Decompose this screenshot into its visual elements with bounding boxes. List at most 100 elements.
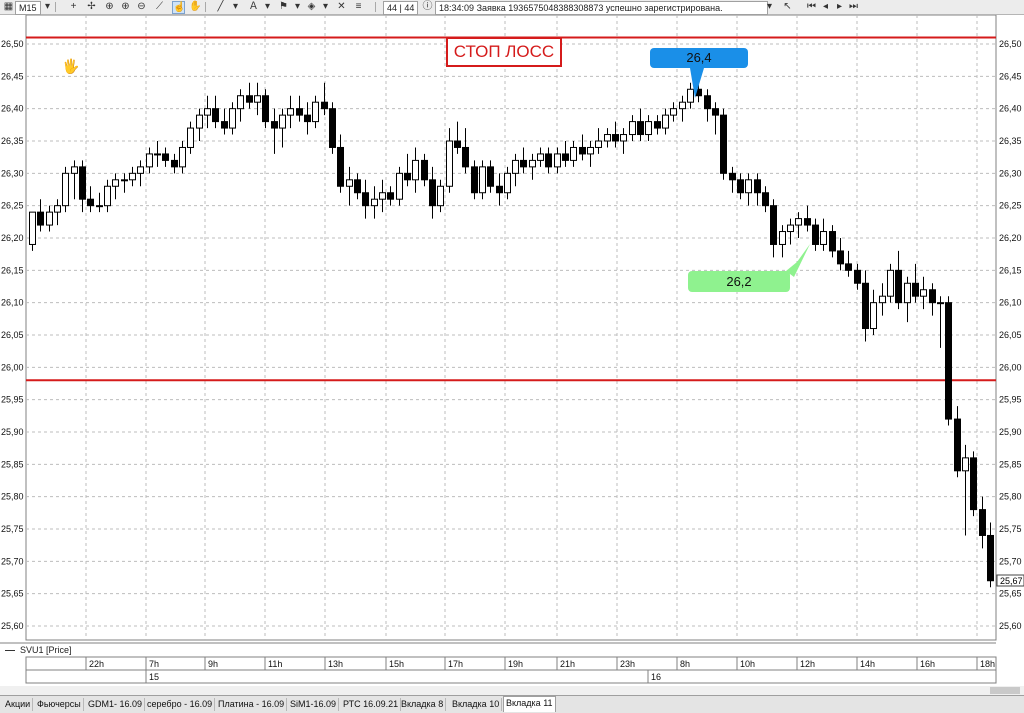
candle[interactable] bbox=[179, 141, 186, 174]
candle[interactable] bbox=[287, 95, 294, 129]
candle[interactable] bbox=[379, 179, 386, 213]
prev-page-icon[interactable]: ◂ bbox=[822, 1, 829, 12]
candle[interactable] bbox=[862, 270, 869, 342]
candle[interactable] bbox=[954, 406, 961, 478]
candle[interactable] bbox=[171, 153, 178, 174]
candle[interactable] bbox=[137, 160, 144, 187]
candle[interactable] bbox=[362, 179, 369, 219]
candle[interactable] bbox=[645, 115, 652, 141]
pointer-icon[interactable]: ☝ bbox=[172, 1, 186, 14]
candle[interactable] bbox=[37, 199, 44, 232]
candle[interactable] bbox=[71, 160, 78, 200]
tab-5[interactable]: Платина - 16.09 bbox=[216, 698, 288, 711]
candle[interactable] bbox=[887, 263, 894, 303]
cursor-icon[interactable]: ↖ bbox=[783, 1, 792, 12]
candle[interactable] bbox=[762, 186, 769, 213]
candle[interactable] bbox=[454, 121, 461, 154]
candle[interactable] bbox=[46, 205, 53, 232]
candle[interactable] bbox=[421, 153, 428, 187]
target-icon[interactable]: ⊕ bbox=[105, 1, 114, 12]
candle[interactable] bbox=[562, 141, 569, 167]
candle[interactable] bbox=[279, 108, 286, 148]
candle[interactable] bbox=[296, 95, 303, 122]
candle[interactable] bbox=[854, 263, 861, 290]
candle[interactable] bbox=[670, 102, 677, 122]
candle[interactable] bbox=[212, 95, 219, 129]
tab-2[interactable]: Фьючерсы bbox=[35, 698, 84, 711]
candle[interactable] bbox=[104, 179, 111, 213]
chevron-down-icon[interactable]: ▾ bbox=[44, 1, 51, 12]
tab-8[interactable]: Вкладка 8 bbox=[399, 698, 447, 711]
candle[interactable] bbox=[620, 128, 627, 154]
candle[interactable] bbox=[812, 218, 819, 251]
candle[interactable] bbox=[637, 108, 644, 141]
candle[interactable] bbox=[462, 128, 469, 174]
candle[interactable] bbox=[87, 186, 94, 213]
shape-icon[interactable]: ◈ bbox=[307, 1, 316, 12]
candle[interactable] bbox=[879, 283, 886, 316]
candle[interactable] bbox=[787, 218, 794, 245]
flag-icon[interactable]: ⚑ bbox=[279, 1, 288, 12]
candle[interactable] bbox=[429, 166, 436, 219]
candle[interactable] bbox=[304, 102, 311, 135]
price-chart[interactable]: 25,60 25,65 25,70 25,75 25,80 25,85 25,90 25,95… bbox=[0, 0, 1024, 695]
candle[interactable] bbox=[487, 160, 494, 193]
candle[interactable] bbox=[146, 147, 153, 174]
candle[interactable] bbox=[79, 160, 86, 213]
candle[interactable] bbox=[404, 153, 411, 187]
candle[interactable] bbox=[221, 108, 228, 135]
candle[interactable] bbox=[770, 199, 777, 258]
candle[interactable] bbox=[804, 205, 811, 232]
text-tool-icon[interactable]: Ａ bbox=[248, 1, 259, 12]
candle[interactable] bbox=[795, 212, 802, 238]
candle[interactable] bbox=[254, 82, 261, 116]
candle[interactable] bbox=[979, 496, 986, 549]
candle[interactable] bbox=[579, 134, 586, 161]
candle[interactable] bbox=[246, 82, 253, 109]
candle[interactable] bbox=[121, 173, 128, 193]
chevron-down-icon[interactable]: ▾ bbox=[294, 1, 301, 12]
tab-4[interactable]: серебро - 16.09 bbox=[145, 698, 216, 711]
scrollbar-thumb[interactable] bbox=[990, 687, 1020, 694]
candle[interactable] bbox=[837, 238, 844, 271]
candle[interactable] bbox=[96, 192, 103, 213]
candle[interactable] bbox=[679, 95, 686, 122]
crosshair-icon[interactable]: + bbox=[70, 1, 77, 12]
candle[interactable] bbox=[629, 115, 636, 141]
candle[interactable] bbox=[154, 141, 161, 167]
line-tool-icon[interactable]: ╱ bbox=[217, 1, 224, 12]
chevron-down-icon[interactable]: ▾ bbox=[322, 1, 329, 12]
candle[interactable] bbox=[654, 115, 661, 135]
candle[interactable] bbox=[496, 173, 503, 206]
candle[interactable] bbox=[870, 289, 877, 335]
tab-1[interactable]: Акции bbox=[3, 698, 34, 711]
candle[interactable] bbox=[937, 296, 944, 348]
candle[interactable] bbox=[512, 153, 519, 187]
candle[interactable] bbox=[387, 186, 394, 206]
candle[interactable] bbox=[604, 128, 611, 148]
tab-10[interactable]: Вкладка 11 bbox=[503, 696, 556, 712]
hand-tool-icon[interactable]: ✋ bbox=[189, 1, 202, 12]
candle[interactable] bbox=[904, 276, 911, 323]
candle[interactable] bbox=[987, 522, 994, 588]
candle[interactable] bbox=[162, 147, 169, 167]
candle[interactable] bbox=[945, 296, 952, 426]
candle[interactable] bbox=[229, 102, 236, 135]
delete-icon[interactable]: ✕ bbox=[337, 1, 346, 12]
candle[interactable] bbox=[187, 121, 194, 154]
last-page-icon[interactable]: ⏭ bbox=[849, 1, 858, 12]
candle[interactable] bbox=[687, 82, 694, 109]
candle[interactable] bbox=[587, 141, 594, 167]
zoom-in-icon[interactable]: ⊕ bbox=[121, 1, 130, 12]
timeframe-select[interactable]: M15 bbox=[15, 1, 41, 15]
candle[interactable] bbox=[912, 263, 919, 303]
candle[interactable] bbox=[712, 102, 719, 135]
candle[interactable] bbox=[237, 89, 244, 122]
candle[interactable] bbox=[612, 121, 619, 148]
candle[interactable] bbox=[396, 166, 403, 206]
candle[interactable] bbox=[662, 108, 669, 135]
candle[interactable] bbox=[437, 179, 444, 213]
candle[interactable] bbox=[829, 225, 836, 258]
candle[interactable] bbox=[595, 128, 602, 154]
horizontal-scrollbar[interactable] bbox=[0, 686, 1024, 695]
